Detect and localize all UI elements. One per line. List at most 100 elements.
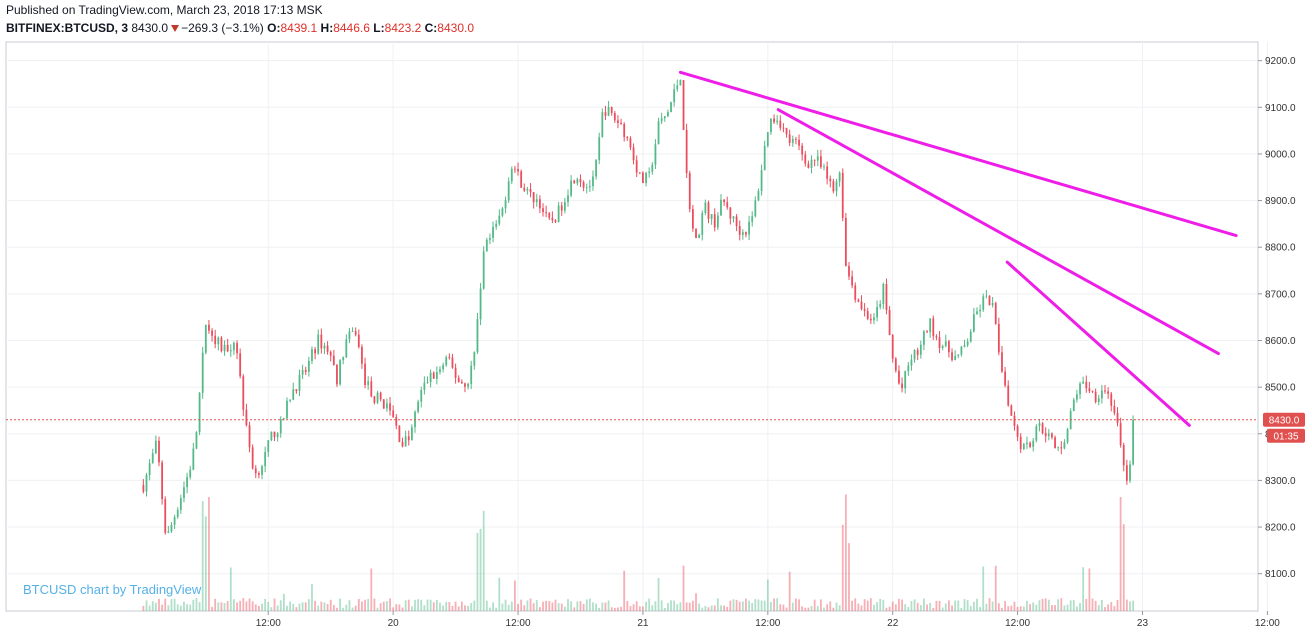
volume-bar [404, 600, 407, 611]
volume-bar [336, 607, 338, 611]
candle-body [588, 186, 591, 188]
candle-body [401, 441, 404, 447]
candle-body [698, 234, 701, 238]
volume-bar [898, 598, 900, 611]
volume-bar [233, 599, 235, 611]
volume-bar [704, 605, 707, 611]
volume-bar [342, 607, 345, 611]
candle-body [557, 205, 560, 222]
candle-body [439, 369, 441, 372]
candle-body [407, 436, 410, 441]
candle-body [595, 160, 597, 177]
volume-bar [560, 603, 563, 611]
candle-body [1060, 447, 1063, 449]
candle-body [473, 352, 476, 366]
candle-body [701, 213, 704, 235]
candle-body [1107, 391, 1110, 394]
candle-body [638, 172, 641, 174]
candle-body [1076, 394, 1078, 400]
symbol-label[interactable]: BITFINEX:BTCUSD, 3 [6, 21, 129, 35]
y-tick-label: 8900.0 [1265, 196, 1296, 207]
volume-bar [489, 607, 491, 611]
volume-bar [329, 599, 332, 611]
volume-bar [592, 602, 594, 611]
volume-bar [542, 601, 544, 611]
candle-body [298, 374, 301, 392]
trendline[interactable] [776, 108, 1220, 356]
candle-body [879, 304, 882, 307]
volume-bar [835, 602, 838, 611]
trendline[interactable] [1005, 260, 1191, 427]
down-arrow-icon [171, 25, 180, 33]
volume-bar [1113, 606, 1116, 611]
watermark[interactable]: BTCUSD chart by TradingView [23, 582, 202, 597]
volume-bar [963, 599, 966, 611]
candle-body [810, 159, 813, 168]
candle-body [816, 156, 819, 161]
candle-body [395, 416, 398, 426]
volume-bar [386, 600, 388, 611]
volume-bar [617, 607, 619, 611]
volume-bar [766, 579, 769, 611]
candle-body [770, 118, 772, 133]
candle-body [710, 214, 713, 219]
y-tick-label: 8700.0 [1265, 289, 1296, 300]
volume-bar [195, 598, 198, 611]
candle-body [286, 400, 288, 419]
volume-bar [941, 607, 944, 611]
volume-bar [354, 605, 357, 611]
volume-bar [145, 600, 148, 611]
volume-bar [657, 577, 660, 611]
volume-bar [217, 602, 220, 611]
candle-body [1051, 433, 1053, 438]
trendlines[interactable] [678, 70, 1238, 427]
candle-body [464, 383, 466, 387]
candle-body [420, 389, 423, 402]
trendline[interactable] [678, 70, 1238, 238]
volume-bar [832, 607, 835, 611]
candle-body [1072, 399, 1075, 412]
candle-body [317, 334, 320, 354]
candle-body [1013, 415, 1016, 426]
volume-bar [976, 598, 978, 611]
volume-bar [364, 599, 366, 611]
candle-body [229, 350, 232, 352]
candle-body [972, 314, 975, 332]
candle-body [779, 120, 782, 128]
price-axis[interactable]: 8100.08200.08300.08400.08500.08600.08700… [1258, 56, 1296, 580]
candle-body [476, 319, 479, 353]
volume-bar [770, 601, 772, 611]
volume-bar [838, 605, 841, 611]
candle-body [1029, 442, 1031, 447]
volume-bar [966, 600, 969, 611]
candle-body [598, 137, 601, 161]
candle-body [245, 409, 248, 426]
candle-body [1010, 405, 1013, 416]
candle-body [1122, 445, 1125, 466]
volume-bar [148, 605, 151, 611]
volume-bar [264, 598, 267, 611]
candle-body [442, 365, 445, 370]
y-tick-label: 8500.0 [1265, 383, 1296, 394]
volume-bar [894, 604, 897, 611]
volume-bar [829, 601, 832, 611]
volume-bar [607, 600, 610, 611]
candle-body [560, 205, 563, 211]
candle-body [448, 357, 451, 358]
volume-bar [691, 600, 694, 611]
volume-bar [957, 600, 960, 611]
volume-bar [1079, 603, 1081, 611]
volume-bar [339, 598, 341, 611]
candle-body [307, 360, 310, 372]
volume-bar [613, 607, 616, 611]
candle-body [601, 112, 604, 138]
volume-bar [866, 600, 869, 611]
volume-bar [357, 598, 360, 611]
volume-bar [192, 599, 195, 611]
candle-body [660, 118, 663, 122]
volume-bar [426, 599, 429, 611]
volume-bar [239, 600, 242, 611]
candle-body [454, 367, 457, 378]
